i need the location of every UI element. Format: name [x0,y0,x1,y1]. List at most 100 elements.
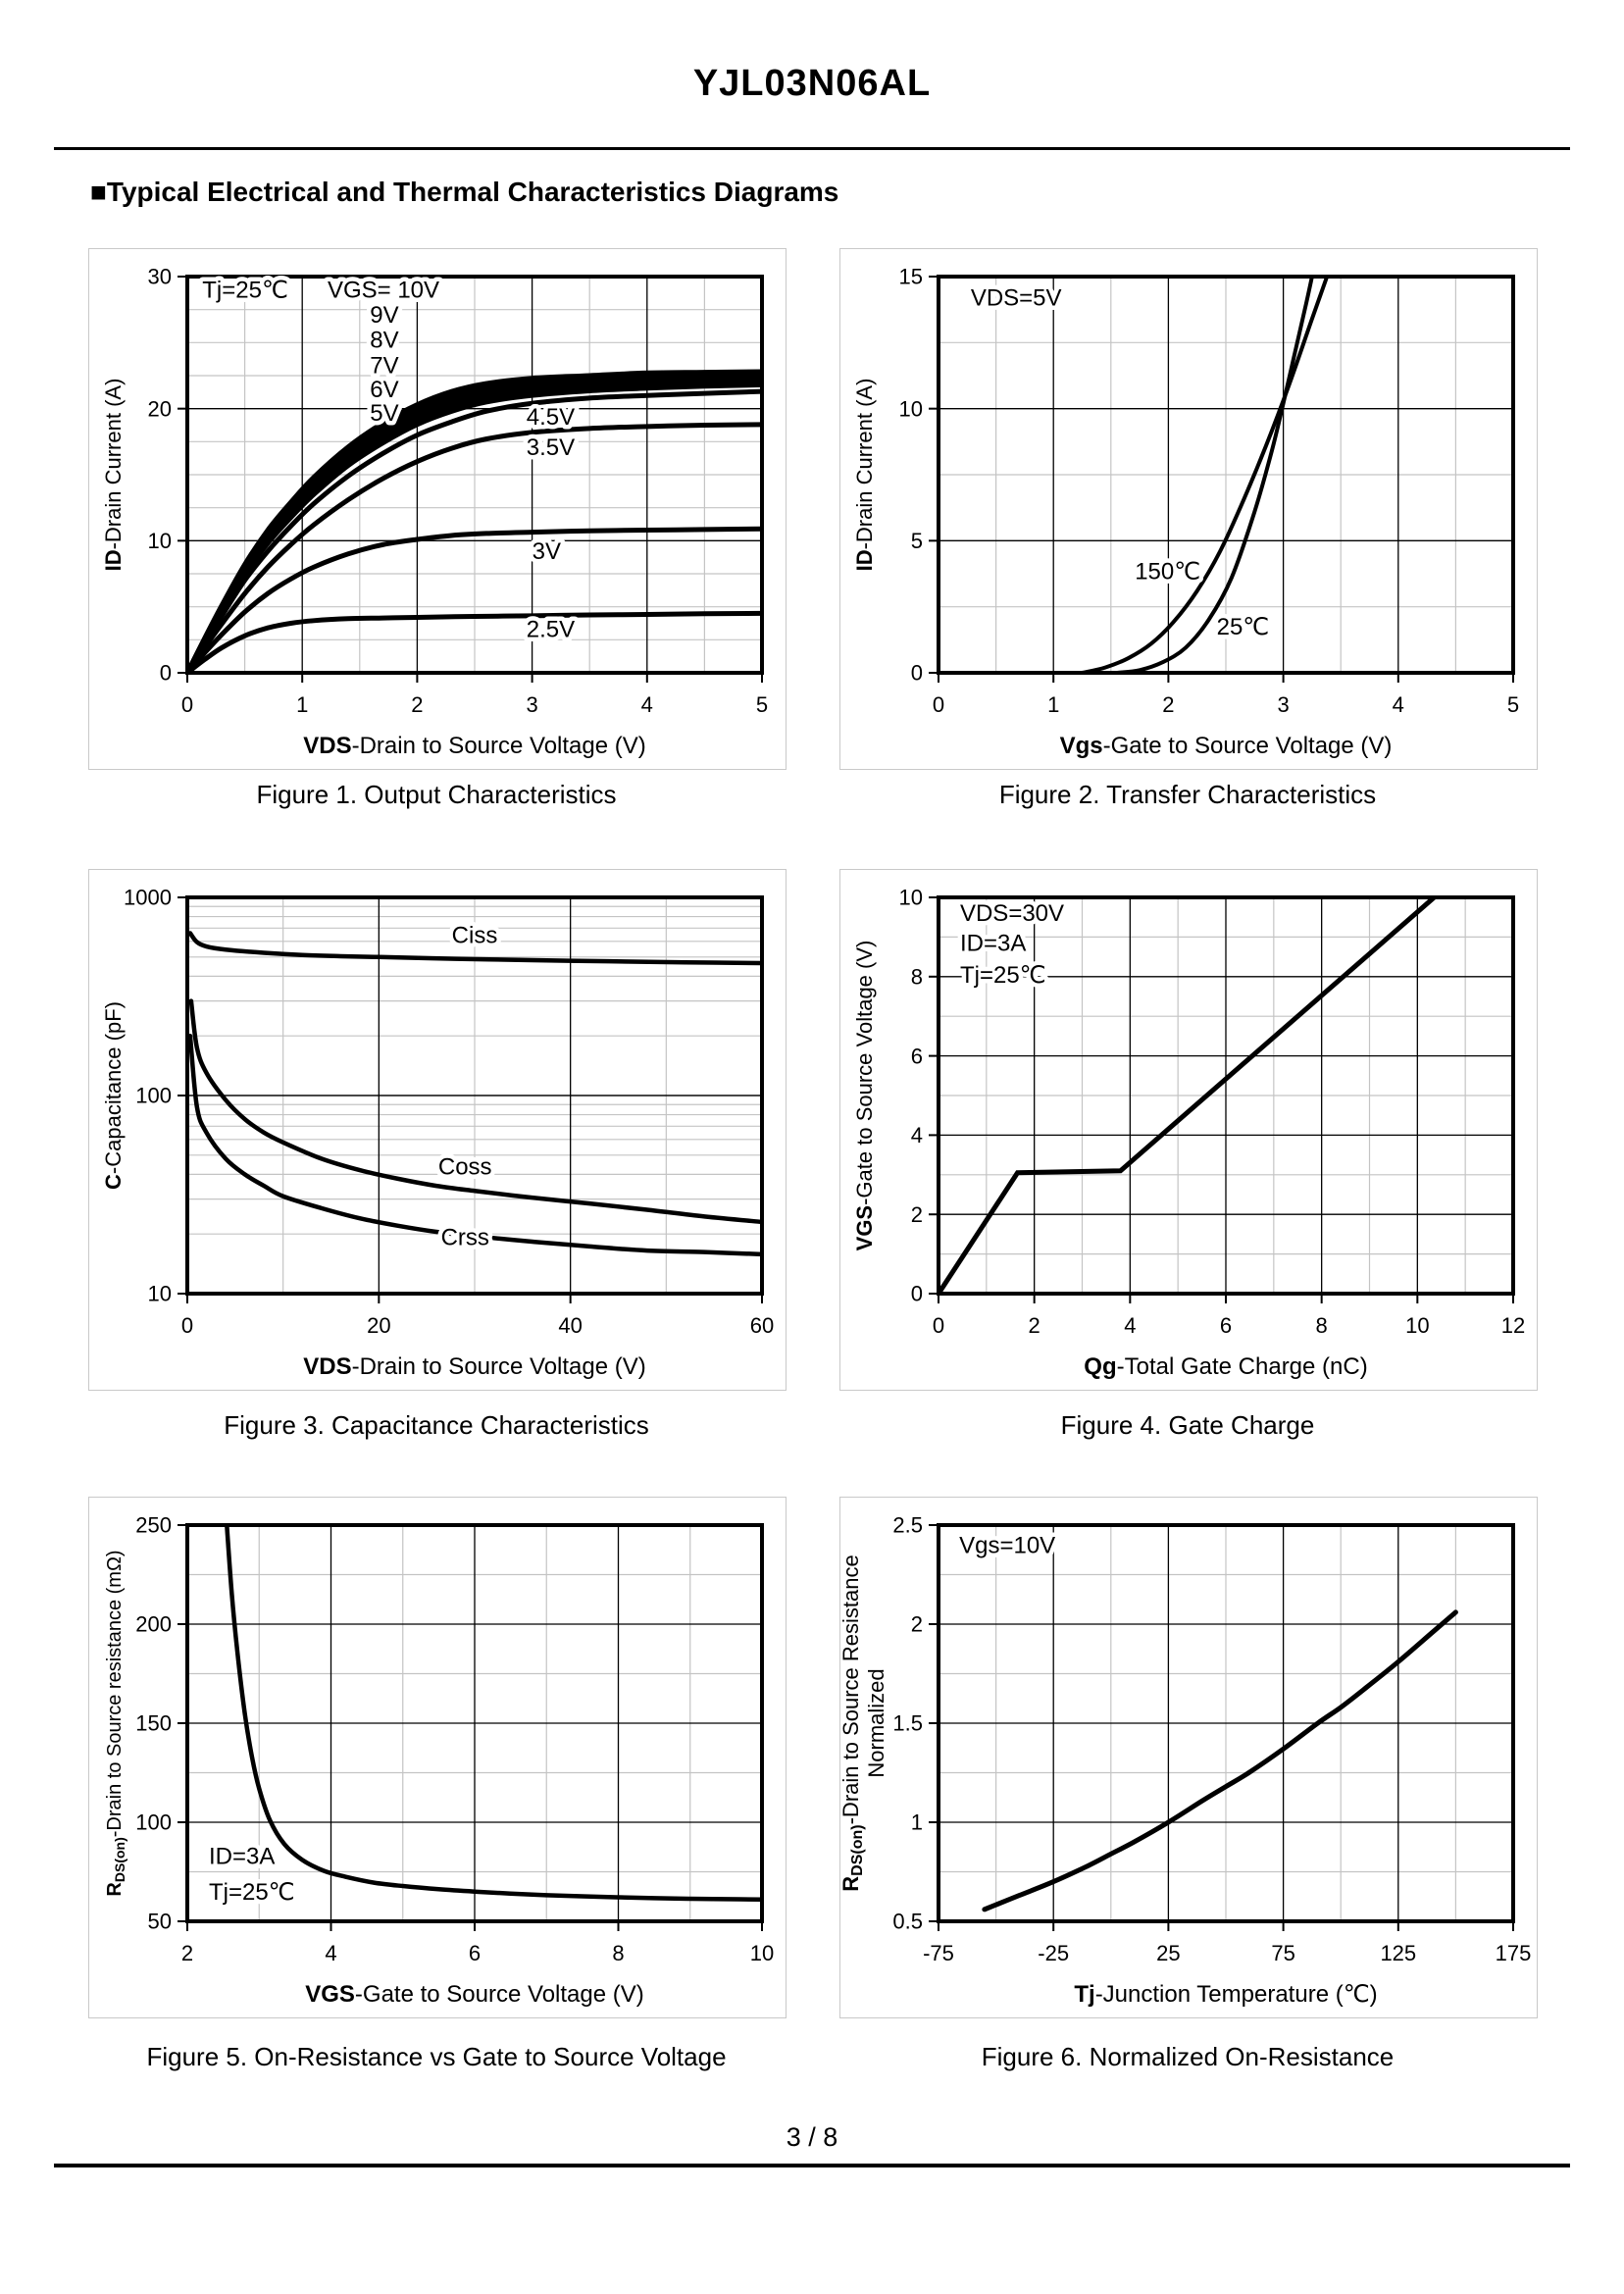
figure1-panel: 0 1 2 3 4 5 0 10 20 30 VDS-Drain to Source Voltage… [88,248,787,770]
svg-text:100: 100 [135,1810,172,1835]
section-heading: ■Typical Electrical and Thermal Characte… [90,177,839,207]
fig1-grid-major [187,277,762,673]
fig5-yaxis-title: RDS(on)-Drain to Source resistance (mΩ) [104,1550,127,1896]
svg-text:-25: -25 [1038,1941,1069,1965]
svg-text:30: 30 [148,265,172,289]
svg-text:50: 50 [148,1910,172,1934]
fig1-annotation: 2.5V [527,617,575,643]
fig1-yaxis-title: ID-Drain Current (A) [101,379,126,572]
svg-text:125: 125 [1380,1941,1416,1965]
fig3-yaxis-title: C-Capacitance (pF) [101,1001,126,1190]
fig6-curves [982,1609,1458,1912]
figure2-caption: Figure 2. Transfer Characteristics [998,780,1377,809]
fig5-ticks: 2 4 6 8 10 50 100 150 200 250 [135,1513,774,1965]
svg-text:0: 0 [181,692,193,717]
fig2-series-25C [1114,275,1314,675]
fig6-series-normalized-rdson [982,1609,1458,1912]
fig1-annotation: 8V [370,328,398,354]
fig1-annotation: VGS= 10V [328,278,439,304]
fig3-xaxis-title: VDS-Drain to Source Voltage (V) [303,1353,646,1380]
svg-text:4: 4 [1124,1313,1136,1338]
svg-text:10: 10 [148,1282,172,1306]
fig6-svg: -75 -25 25 75 125 175 0.5 1 1.5 2 2.5 Tj-Junction T… [840,1513,1531,2008]
svg-text:20: 20 [148,396,172,421]
fig3-annotation: Coss [438,1153,492,1180]
fig6-yaxis-title-line2: Normalized [864,1668,888,1777]
fig1-annotation: 3.5V [527,434,575,461]
svg-text:2: 2 [911,1612,923,1637]
fig3-svg: 0 20 40 60 10 100 1000 VDS-Drain to Source Volt… [101,886,774,1380]
fig4-annotation: VDS=30V [960,900,1064,927]
figure-2-chart: 0 1 2 3 4 5 0 5 10 15 Vgs-Gate to Source Voltage (… [840,249,1537,767]
figure2-panel: 0 1 2 3 4 5 0 5 10 15 Vgs-Gate to Source Voltage (… [839,248,1538,770]
figure-1-chart: 0 1 2 3 4 5 0 10 20 30 VDS-Drain to Source Voltage… [89,249,786,767]
figure6-panel: -75 -25 25 75 125 175 0.5 1 1.5 2 2.5 Tj-Junction T… [839,1497,1538,2018]
fig1-annotation: 9V [370,302,398,329]
fig2-annotation: 25℃ [1217,614,1270,640]
svg-text:2: 2 [1162,692,1174,717]
svg-text:0: 0 [911,1282,923,1306]
fig3-annotation: Crss [441,1224,489,1250]
fig4-grid-major [939,897,1513,1294]
svg-text:8: 8 [1316,1313,1328,1338]
fig5-svg: 2 4 6 8 10 50 100 150 200 250 VGS-Gate to Source V… [104,1513,774,2008]
fig5-annotations: ID=3A Tj=25℃ [204,1839,299,1910]
fig5-series-rdson-vgs [225,1523,764,1903]
svg-text:4: 4 [641,692,653,717]
fig2-annotation: 150℃ [1135,558,1200,585]
svg-text:5: 5 [756,692,768,717]
header-rule [54,147,1570,150]
svg-text:10: 10 [1405,1313,1429,1338]
fig1-annotation: 5V [370,400,398,427]
svg-text:0.5: 0.5 [892,1910,923,1934]
figure4-panel: 0 2 4 6 8 10 12 0 2 4 6 8 10 Qg-Total Gate Charge (nC… [839,869,1538,1391]
fig3-curves [187,931,764,1257]
fig3-frame [185,895,764,1296]
fig6-grid-major [939,1525,1513,1921]
svg-text:1: 1 [1047,692,1059,717]
fig4-annotations: VDS=30V ID=3A Tj=25℃ [955,896,1068,994]
svg-text:12: 12 [1501,1313,1525,1338]
fig2-xaxis-title: Vgs-Gate to Source Voltage (V) [1060,733,1393,759]
figure-5-chart: 2 4 6 8 10 50 100 150 200 250 VGS-Gate to Source V… [89,1498,786,2015]
footer-rule [54,2164,1570,2167]
fig4-curves [937,895,1437,1296]
fig4-xaxis-title: Qg-Total Gate Charge (nC) [1084,1353,1367,1380]
svg-text:2: 2 [411,692,423,717]
svg-text:1000: 1000 [124,886,172,910]
svg-text:8: 8 [612,1941,624,1965]
fig3-grid-major [187,897,762,1294]
fig1-series-VGS=5V [185,382,764,675]
fig3-series-Coss [188,998,764,1225]
fig6-xaxis-title: Tj-Junction Temperature (℃) [1074,1981,1377,2008]
figure1-caption: Figure 1. Output Characteristics [256,780,617,809]
fig3-ticks: 0 20 40 60 10 100 1000 [124,886,774,1338]
fig1-annotation: 6V [370,377,398,403]
fig3-series-Ciss [187,931,764,966]
fig1-series-VGS=3.5V [185,422,764,675]
fig1-xaxis-title: VDS-Drain to Source Voltage (V) [303,733,646,759]
fig3-series-Crss [187,1033,764,1257]
fig3-annotation: Ciss [452,922,498,948]
fig1-annotation: 7V [370,352,398,379]
fig2-curves [1080,275,1330,675]
svg-text:6: 6 [911,1044,923,1068]
fig2-frame [937,275,1515,675]
svg-text:2.5: 2.5 [892,1513,923,1538]
fig6-annotation: Vgs=10V [959,1532,1055,1558]
svg-text:10: 10 [148,529,172,553]
svg-text:10: 10 [899,886,923,910]
fig6-annotations: Vgs=10V [955,1528,1060,1563]
fig3-annotations: Ciss Coss Crss [433,918,501,1255]
svg-text:4: 4 [1393,692,1404,717]
svg-text:-75: -75 [923,1941,954,1965]
fig1-grid-minor [187,277,762,673]
svg-text:40: 40 [558,1313,582,1338]
svg-text:5: 5 [1507,692,1519,717]
fig1-annotation: Tj=25℃ [202,278,288,304]
fig1-series-VGS=4.5V [185,388,764,675]
svg-text:0: 0 [911,661,923,686]
svg-text:60: 60 [750,1313,774,1338]
svg-text:15: 15 [899,265,923,289]
